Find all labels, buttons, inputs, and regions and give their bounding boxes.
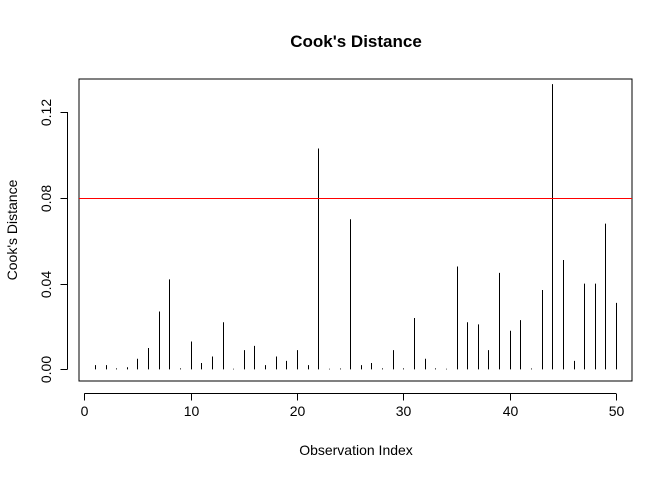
y-tick-label-1: 0.04	[38, 271, 54, 298]
x-axis: 0 10 20 30 40 50	[81, 393, 625, 419]
x-tick-label-20: 20	[290, 403, 306, 419]
y-tick-label-0: 0.00	[38, 356, 54, 383]
x-tick-label-40: 40	[503, 403, 519, 419]
x-tick-label-30: 30	[396, 403, 412, 419]
chart-title: Cook's Distance	[290, 32, 422, 51]
x-tick-label-50: 50	[609, 403, 625, 419]
x-tick-label-10: 10	[184, 403, 200, 419]
spike-series	[95, 84, 617, 370]
plot-frame	[78, 78, 633, 382]
x-tick-label-0: 0	[81, 403, 89, 419]
x-axis-label: Observation Index	[299, 442, 413, 458]
y-axis: 0.00 0.04 0.08 0.12	[38, 99, 68, 383]
y-tick-label-2: 0.08	[38, 185, 54, 212]
y-tick-label-3: 0.12	[38, 99, 54, 126]
y-axis-label: Cook's Distance	[4, 179, 20, 280]
